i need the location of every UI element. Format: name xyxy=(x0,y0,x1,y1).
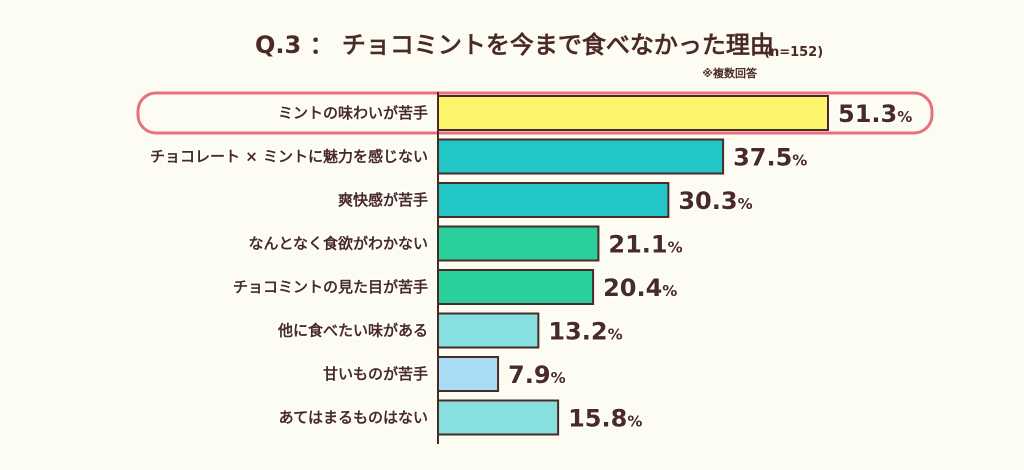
category-label: チョコレート × ミントに魅力を感じない xyxy=(150,148,428,166)
bar xyxy=(437,399,560,436)
category-label: チョコミントの見た目が苦手 xyxy=(233,278,428,296)
value-label: 21.1% xyxy=(608,231,682,259)
bar xyxy=(437,138,725,175)
value-label: 37.5% xyxy=(733,144,807,172)
bars-layer xyxy=(437,95,829,436)
value-label: 51.3% xyxy=(838,100,912,128)
category-label: 甘いものが苦手 xyxy=(323,365,428,383)
category-label: 他に食べたい味がある xyxy=(277,322,428,340)
category-label: 爽快感が苦手 xyxy=(338,191,428,209)
bar xyxy=(437,182,670,218)
bar xyxy=(437,356,500,392)
value-label: 13.2% xyxy=(548,318,622,346)
category-label: ミントの味わいが苦手 xyxy=(278,104,428,122)
chart-title-text: Q.3 ： チョコミントを今まで食べなかった理由 xyxy=(255,31,774,59)
bar xyxy=(437,269,595,305)
value-label: 30.3% xyxy=(678,187,752,215)
value-label: 20.4% xyxy=(603,274,677,302)
bar xyxy=(437,312,540,349)
value-label: 15.8% xyxy=(568,405,642,433)
chart-title: Q.3 ： チョコミントを今まで食べなかった理由 (n=152) ※複数回答 xyxy=(255,31,823,80)
highlight-layer xyxy=(136,91,934,135)
chart-note: ※複数回答 xyxy=(702,66,758,80)
value-labels: 51.3% 37.5% 30.3% 21.1% 20.4% 13.2% 7.9%15.8% xyxy=(507,99,914,435)
bar xyxy=(437,225,600,262)
value-label: 7.9% xyxy=(508,361,566,389)
category-label: なんとなく食欲がわかない xyxy=(248,235,428,253)
chart-sample-size: (n=152) xyxy=(764,45,823,60)
category-label: あてはまるものはない xyxy=(279,409,428,427)
bar xyxy=(437,95,829,131)
highlight-frame xyxy=(136,91,934,135)
